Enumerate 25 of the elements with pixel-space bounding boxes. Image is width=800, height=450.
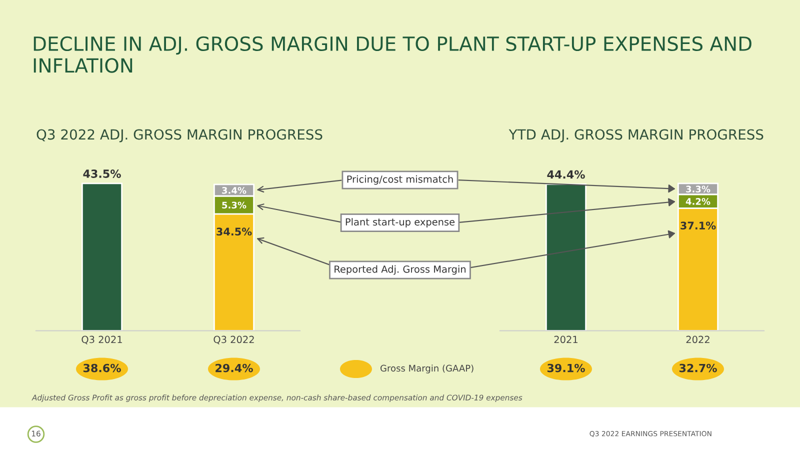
text: Plant start-up expense — [346, 218, 455, 228]
data-label: 43.5% — [83, 170, 121, 178]
text: Gross Margin (GAAP) — [380, 364, 474, 374]
bar — [82, 182, 122, 331]
text: 29.4% — [216, 364, 253, 372]
x-tick-label: 2021 — [554, 336, 578, 344]
text: 39.1% — [547, 364, 585, 372]
x-tick-label: Q3 2022 — [214, 336, 254, 344]
data-label: 3.4% — [222, 186, 246, 194]
text: Reported Adj. Gross Margin — [334, 265, 466, 275]
data-label: 44.4% — [547, 170, 585, 179]
bar — [546, 183, 586, 331]
x-tick-label: 2022 — [686, 336, 710, 344]
data-label: 3.3% — [686, 186, 710, 192]
data-label: 34.5% — [216, 228, 252, 236]
text: 38.6% — [83, 364, 121, 372]
text: Pricing/cost mismatch — [347, 175, 453, 185]
data-label: 37.1% — [680, 222, 716, 230]
x-tick-label: Q3 2021 — [82, 336, 122, 344]
chart-title: Q3 2022 ADJ. GROSS MARGIN PROGRESS — [36, 129, 322, 142]
text: DECLINE IN ADJ. GROSS MARGIN DUE TO PLANT START-UP EXPENSES AND INFLATION — [34, 36, 752, 73]
text: 32.7% — [679, 364, 717, 372]
data-label: 4.2% — [686, 198, 710, 205]
chart-title: YTD ADJ. GROSS MARGIN PROGRESS — [508, 129, 764, 142]
data-label: 5.3% — [222, 202, 246, 209]
